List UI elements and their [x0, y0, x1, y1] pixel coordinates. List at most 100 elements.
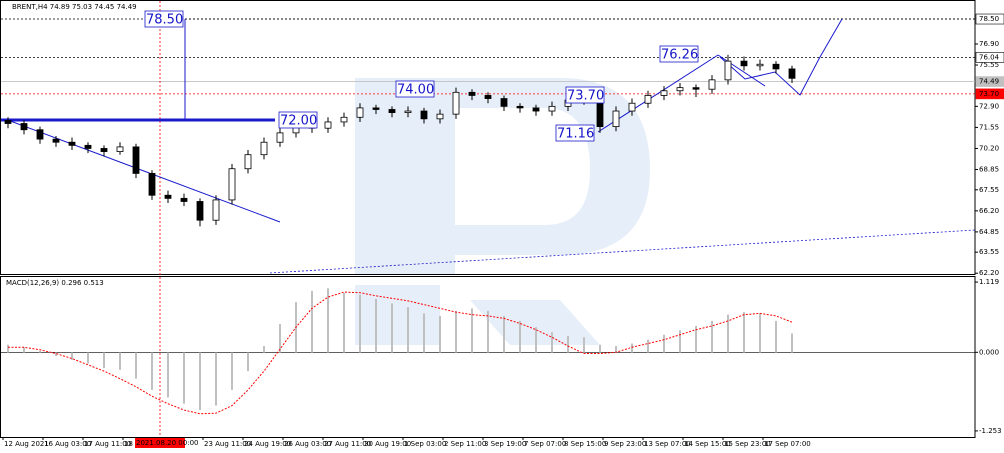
- candle-body: [116, 146, 124, 152]
- macd-frame: [0, 276, 976, 438]
- candle-body: [36, 129, 44, 140]
- candle-body: [756, 63, 764, 67]
- price-level-label: 76.04: [979, 53, 1000, 61]
- x-tick-label: 13 Sep 07:00: [644, 440, 691, 448]
- x-tick-label: 2 Sep 11:00: [444, 440, 486, 448]
- candle-body: [4, 119, 12, 124]
- macd-bar: [567, 335, 569, 353]
- y-tick-label: 66.20: [979, 207, 999, 215]
- annotation: 73.70: [567, 89, 604, 104]
- x-tick-label: 27 Aug 11:00: [324, 440, 371, 448]
- macd-bar: [615, 346, 617, 353]
- macd-bar: [487, 310, 489, 353]
- candle-body: [228, 168, 236, 201]
- candle-body: [420, 110, 428, 120]
- macd-bar: [439, 315, 441, 353]
- annotation-box: [555, 124, 595, 142]
- annotation-box: [395, 80, 435, 98]
- drawing-line: [719, 18, 843, 96]
- macd-bar: [775, 320, 777, 353]
- macd-bar: [599, 344, 601, 353]
- macd-bar: [71, 352, 73, 360]
- candle-body: [740, 60, 748, 67]
- x-tick-label: 26 Aug 03:00: [284, 440, 331, 448]
- macd-bar: [727, 314, 729, 353]
- macd-bar: [215, 352, 217, 406]
- candle-body: [132, 146, 140, 174]
- candle-body: [532, 107, 540, 112]
- macd-bar: [327, 288, 329, 353]
- price-level-box: [975, 52, 1004, 63]
- macd-bar: [199, 352, 201, 411]
- candle-body: [548, 105, 556, 112]
- candle-body: [436, 113, 444, 120]
- macd-bar: [711, 320, 713, 353]
- price-level-box: [975, 76, 1004, 87]
- candle-body: [260, 141, 268, 156]
- macd-bar: [135, 352, 137, 379]
- macd-bar: [7, 344, 9, 353]
- macd-tick-label: 1.119: [979, 278, 999, 286]
- macd-bar: [663, 334, 665, 353]
- macd-bar: [679, 330, 681, 353]
- candle-body: [100, 148, 108, 152]
- macd-bar: [39, 351, 41, 353]
- x-tick-label: 24 Aug 19:00: [244, 440, 291, 448]
- annotation: 74.00: [397, 83, 434, 98]
- macd-bar: [455, 310, 457, 353]
- annotation: 72.00: [280, 114, 317, 129]
- x-tick-label: 23 Aug 11:00: [204, 440, 251, 448]
- annotation-box: [659, 45, 699, 63]
- watermark: [355, 285, 600, 345]
- candle-body: [324, 121, 332, 129]
- macd-bar: [311, 290, 313, 353]
- x-tick-label: 14 Sep 15:00: [684, 440, 731, 448]
- candle-body: [628, 102, 636, 112]
- candle-body: [68, 141, 76, 146]
- macd-bar: [375, 298, 377, 353]
- macd-bar: [279, 324, 281, 353]
- x-tick-label: 12 Aug 2021: [4, 440, 49, 448]
- candle-body: [276, 132, 284, 143]
- y-tick-label: 62.20: [979, 269, 999, 277]
- y-tick-label: 70.20: [979, 144, 999, 152]
- candle-body: [484, 95, 492, 99]
- x-tick-label: 1 Sep 03:00: [404, 440, 446, 448]
- x-tick-label: 2021.08.20 00:00: [136, 439, 198, 447]
- macd-bar: [583, 337, 585, 353]
- macd-bar: [423, 313, 425, 353]
- y-tick-label: 71.55: [979, 123, 999, 131]
- candle-body: [340, 116, 348, 123]
- candle-body: [196, 201, 204, 221]
- x-tick-label: 7 Sep 07:00: [524, 440, 566, 448]
- annotation: 71.16: [557, 127, 594, 142]
- candle-body: [148, 173, 156, 196]
- macd-bar: [407, 307, 409, 353]
- macd-bar: [23, 347, 25, 353]
- macd-bar: [759, 313, 761, 353]
- x-tick-label: 17 Sep 07:00: [764, 440, 811, 448]
- macd-bar: [647, 339, 649, 353]
- macd-bar: [503, 315, 505, 353]
- annotation-box: [278, 111, 318, 129]
- y-tick-label: 75.55: [979, 61, 999, 69]
- y-tick-label: 68.85: [979, 166, 999, 174]
- x-tick-label: 15 Sep 23:00: [724, 440, 771, 448]
- macd-label: MACD(12,26,9) 0.296 0.513: [6, 279, 104, 287]
- candle-body: [516, 105, 524, 109]
- x-tick-label: 9 Sep 23:00: [604, 440, 646, 448]
- candle-body: [660, 90, 668, 96]
- candle-body: [20, 123, 28, 131]
- macd-bar: [247, 352, 249, 372]
- candle-body: [372, 107, 380, 110]
- annotation-box: [565, 86, 605, 104]
- macd-bar: [471, 308, 473, 353]
- y-tick-label: 76.90: [979, 40, 999, 48]
- candle-body: [452, 91, 460, 115]
- x-tick-label: 17 Aug 11:00: [84, 440, 131, 448]
- macd-bar: [151, 352, 153, 390]
- candle-body: [724, 60, 732, 81]
- candle-body: [212, 199, 220, 221]
- candle-body: [788, 68, 796, 79]
